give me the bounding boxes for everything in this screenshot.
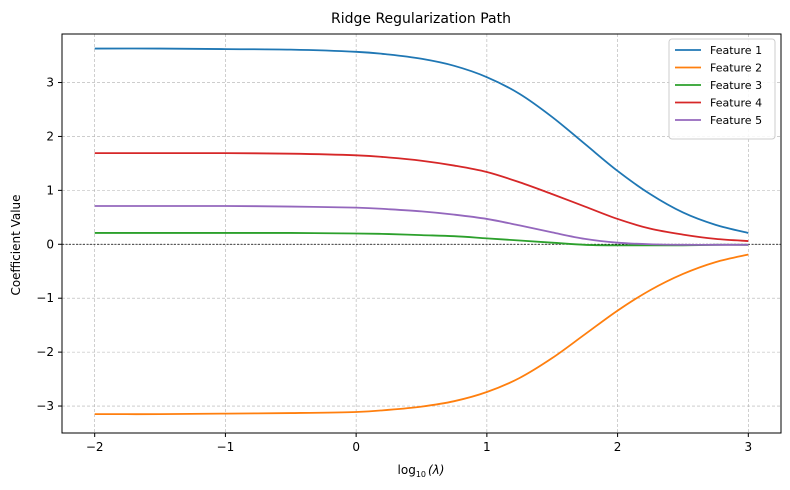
legend: Feature 1 Feature 2 Feature 3 Feature 4 Feat… — [668, 38, 776, 140]
legend-label: Feature 5 — [710, 114, 762, 127]
x-tick-label: 1 — [483, 440, 491, 454]
y-tick-label: 1 — [46, 183, 54, 197]
x-tick-label: 3 — [744, 440, 752, 454]
y-tick-label: 3 — [46, 76, 54, 90]
legend-label: Feature 4 — [710, 97, 762, 110]
x-tick-label: −1 — [217, 440, 235, 454]
series-line-feature-3 — [94, 232, 749, 247]
y-tick-label: 2 — [46, 129, 54, 143]
series-lines — [94, 47, 749, 416]
x-tick-label: −2 — [86, 440, 104, 454]
x-axis-ticks: −2 −1 0 1 2 3 — [86, 433, 752, 454]
y-tick-label: −3 — [36, 399, 54, 413]
x-axis-label: log10 (λ) — [398, 463, 445, 479]
plot-frame — [61, 33, 782, 434]
legend-label: Feature 1 — [710, 44, 762, 57]
x-axis-label-arg: (λ) — [428, 463, 444, 477]
y-tick-label: −1 — [36, 291, 54, 305]
series-line-feature-2 — [94, 253, 749, 416]
legend-label: Feature 2 — [710, 62, 762, 75]
y-tick-label: 0 — [46, 237, 54, 251]
x-tick-label: 0 — [352, 440, 360, 454]
legend-label: Feature 3 — [710, 79, 762, 92]
series-line-feature-5 — [94, 205, 749, 246]
series-line-feature-4 — [94, 152, 749, 242]
x-tick-label: 2 — [614, 440, 622, 454]
x-axis-label-base: log — [398, 463, 416, 477]
legend-box — [668, 38, 776, 140]
chart-title: Ridge Regularization Path — [331, 11, 511, 27]
x-axis-label-sub: 10 — [416, 470, 426, 479]
y-axis-ticks: −3 −2 −1 0 1 2 3 — [36, 76, 62, 413]
series-line-feature-1 — [94, 47, 749, 234]
y-tick-label: −2 — [36, 345, 54, 359]
y-axis-label: Coefficient Value — [9, 194, 23, 295]
